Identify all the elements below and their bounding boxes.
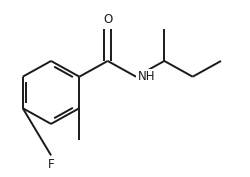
Text: O: O bbox=[103, 13, 112, 25]
Text: NH: NH bbox=[138, 70, 155, 83]
Text: F: F bbox=[48, 158, 54, 171]
